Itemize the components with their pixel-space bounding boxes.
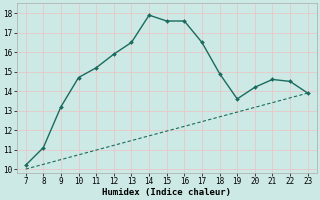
X-axis label: Humidex (Indice chaleur): Humidex (Indice chaleur) bbox=[102, 188, 231, 197]
